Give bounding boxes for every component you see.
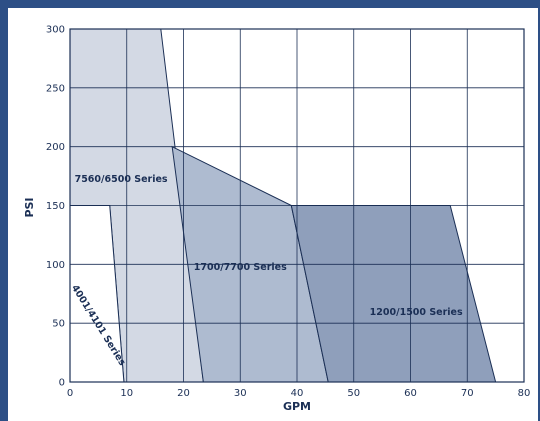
x-tick-label: 20: [177, 388, 190, 399]
x-tick-label: 60: [404, 388, 417, 399]
x-tick-label: 30: [234, 388, 247, 399]
x-axis-label: GPM: [283, 400, 311, 413]
y-tick-label: 150: [46, 201, 65, 212]
chart-panel: 7560/6500 Series 1700/7700 Series 1200/150…: [8, 8, 538, 421]
y-tick-label: 300: [46, 25, 65, 36]
region-label: 1700/7700 Series: [194, 262, 287, 273]
x-tick-label: 40: [291, 388, 304, 399]
plot-frame: [69, 28, 525, 383]
x-tick-label: 0: [67, 388, 73, 399]
x-tick-label: 80: [518, 388, 531, 399]
region-label: 7560/6500 Series: [75, 174, 168, 185]
x-tick-label: 10: [120, 388, 133, 399]
plot-border: [69, 28, 525, 383]
x-axis-ticks: 0 10 20 30 40 50 60 70 80: [67, 388, 531, 399]
y-tick-label: 50: [52, 319, 65, 330]
y-tick-label: 200: [46, 142, 65, 153]
y-tick-label: 250: [46, 83, 65, 94]
region-label: 1200/1500 Series: [370, 307, 463, 318]
y-tick-label: 0: [59, 378, 65, 389]
x-tick-label: 70: [461, 388, 474, 399]
y-tick-label: 100: [46, 260, 65, 271]
pressure-flow-chart: 7560/6500 Series 1700/7700 Series 1200/150…: [23, 25, 531, 414]
x-tick-label: 50: [347, 388, 360, 399]
y-axis-label: PSI: [23, 197, 36, 217]
y-axis-ticks: 0 50 100 150 200 250 300: [46, 25, 65, 389]
